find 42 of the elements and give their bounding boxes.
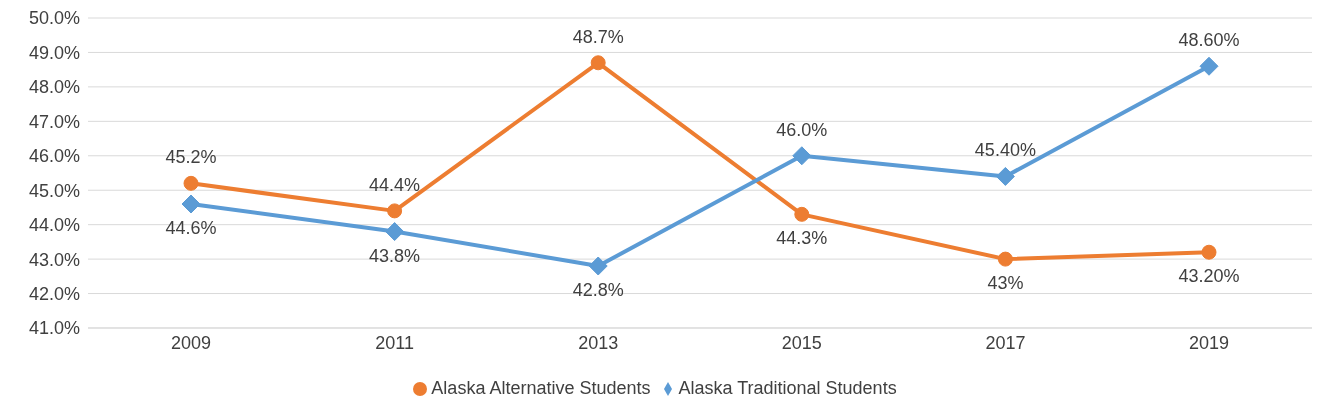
point [181, 194, 201, 214]
point [794, 206, 810, 222]
point [588, 256, 608, 276]
y-tick-label: 45.0% [28, 180, 80, 201]
data-label: 44.4% [369, 174, 421, 195]
point [995, 166, 1015, 186]
x-tick-label: 2013 [578, 332, 619, 353]
point [997, 251, 1013, 267]
x-tick-label: 2017 [985, 332, 1026, 353]
point [1199, 56, 1219, 76]
y-tick-label: 48.0% [28, 77, 80, 98]
x-tick-label: 2009 [170, 332, 212, 353]
point [385, 222, 405, 242]
data-label: 44.6% [165, 218, 217, 238]
data-label: 43.8% [369, 245, 421, 266]
data-label: 42.8% [572, 280, 624, 300]
data-label: 43% [987, 273, 1024, 294]
point [387, 203, 403, 219]
point [792, 146, 812, 166]
y-tick-label: 50.0% [28, 8, 80, 29]
data-label: 44.3% [776, 228, 828, 249]
x-tick-label: 2011 [375, 332, 414, 353]
data-label: 43.20% [1178, 266, 1240, 287]
y-tick-label: 49.0% [28, 42, 80, 63]
point [590, 55, 606, 71]
data-label: 46.0% [776, 119, 828, 140]
legend-label: Alaska Alternative Students [431, 378, 651, 398]
x-tick-label: 2015 [781, 332, 822, 353]
y-tick-label: 47.0% [28, 111, 80, 132]
y-tick-label: 43.0% [28, 249, 80, 270]
data-label: 48.7% [572, 26, 624, 47]
point [183, 175, 199, 191]
x-tick-label: 2019 [1188, 332, 1230, 353]
legend-label: Alaska Traditional Students [678, 378, 897, 398]
y-tick-label: 42.0% [28, 283, 80, 304]
data-label: 45.2% [165, 147, 217, 168]
data-label: 48.60% [1178, 30, 1240, 51]
y-tick-label: 46.0% [28, 146, 80, 167]
y-tick-label: 44.0% [28, 215, 80, 236]
y-tick-label: 41.0% [28, 318, 80, 339]
point [1201, 244, 1217, 260]
data-label: 45.40% [974, 140, 1036, 161]
